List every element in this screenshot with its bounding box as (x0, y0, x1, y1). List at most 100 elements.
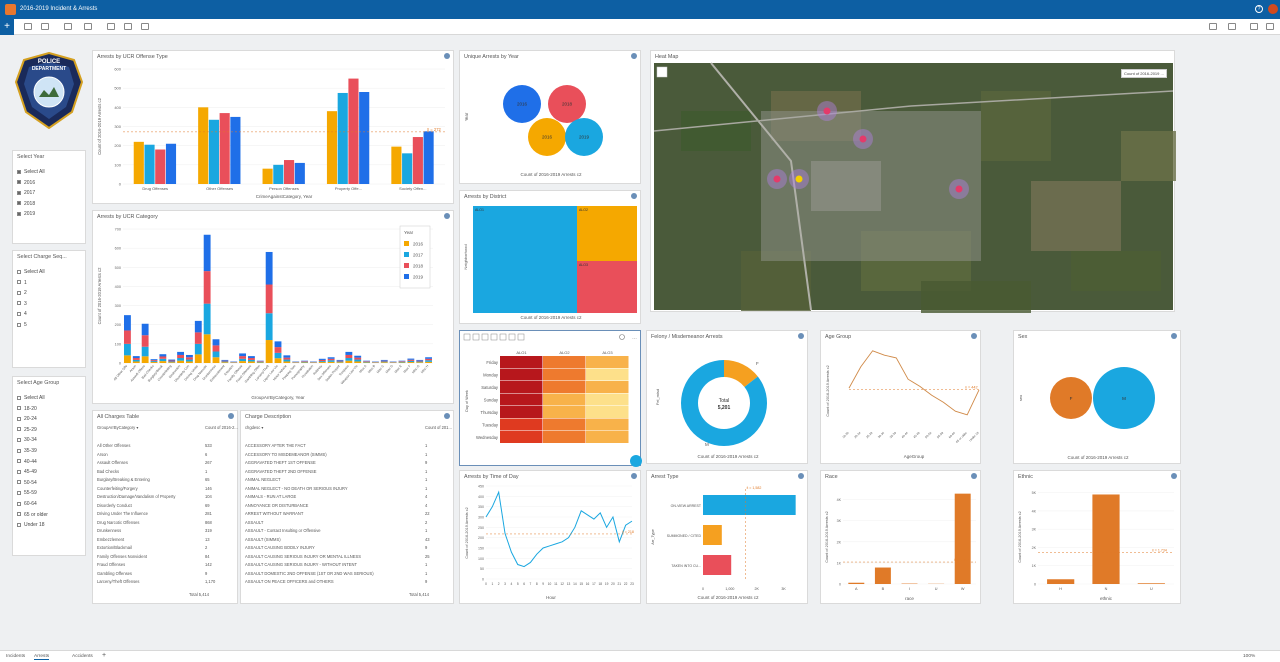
column-header[interactable]: GroupArrByCategory ▾ (97, 425, 139, 430)
checkbox-icon[interactable] (17, 395, 21, 400)
checkbox-icon[interactable] (17, 501, 21, 506)
tab-arrests[interactable]: Arrests (34, 654, 50, 660)
save-icon[interactable] (84, 23, 92, 30)
checkbox-icon[interactable] (17, 190, 21, 195)
grid-icon[interactable] (1228, 23, 1236, 30)
checkbox-icon[interactable] (17, 201, 21, 206)
filter-item[interactable]: 2019 (17, 211, 35, 217)
settings-icon[interactable] (1171, 333, 1177, 339)
share-icon[interactable] (1250, 23, 1258, 30)
settings-icon[interactable] (798, 473, 804, 479)
add-data-icon[interactable] (41, 23, 49, 30)
table-row[interactable]: Counterfeiting/Forgery 146 (97, 486, 212, 491)
table-row[interactable]: ARREST WITHOUT WARRANT 22 (245, 511, 430, 516)
checkbox-icon[interactable] (17, 491, 21, 496)
settings-icon[interactable] (444, 53, 450, 59)
filter-item[interactable]: 2017 (17, 190, 35, 196)
table-row[interactable]: ANNOYANCE OR DISTURBANCE 4 (245, 503, 427, 508)
table-row[interactable]: ACCESSORY TO MISDEMEANOR (SIMMS) 1 (245, 452, 427, 457)
checkbox-icon[interactable] (17, 301, 21, 306)
table-row[interactable]: ANIMAL NEGLECT 1 (245, 477, 427, 482)
settings-icon[interactable] (798, 333, 804, 339)
tab-accidents[interactable]: Accidents (72, 654, 93, 659)
table-row[interactable]: ANIMAL NEGLECT - NO DEATH OR SERIOUS INJ… (245, 486, 427, 491)
help-icon[interactable]: ? (1255, 5, 1263, 13)
filter-item[interactable]: 65 or older (17, 512, 48, 518)
table-row[interactable]: Assault Offenses 267 (97, 460, 212, 465)
checkbox-icon[interactable] (17, 469, 21, 474)
column-header[interactable]: Count of 201... (425, 425, 452, 430)
table-row[interactable]: AGGRAVATED THEFT 1ST OFFENSE 9 (245, 460, 427, 465)
table-row[interactable]: ASSAULT CAUSING SERIOUS INJURY - WITHOUT… (245, 562, 427, 567)
filter-item[interactable]: 35-39 (17, 448, 37, 454)
settings-icon[interactable] (228, 413, 234, 419)
table-header[interactable]: chgdesc ▾ Count of 201... (245, 425, 452, 430)
checkbox-icon[interactable] (17, 438, 21, 443)
table-row[interactable]: Disorderly Conduct 69 (97, 503, 210, 508)
settings-icon[interactable] (1171, 473, 1177, 479)
filter-item[interactable]: 3 (17, 301, 27, 307)
checkbox-icon[interactable] (17, 269, 21, 274)
checkbox-icon[interactable] (17, 322, 21, 327)
filter-item[interactable]: 50-54 (17, 480, 37, 486)
preview-icon[interactable] (1266, 23, 1274, 30)
checkbox-icon[interactable] (17, 312, 21, 317)
settings-icon[interactable] (444, 413, 450, 419)
map-legend[interactable]: Count of 2016-2019 ... (1121, 69, 1167, 78)
filter-item[interactable]: 25-29 (17, 427, 37, 433)
table-row[interactable]: Bad Checks 1 (97, 469, 207, 474)
view-icon[interactable] (1209, 23, 1217, 30)
settings-icon[interactable] (971, 333, 977, 339)
table-row[interactable]: Burglary/Breaking & Entering 65 (97, 477, 210, 482)
tab-incidents[interactable]: Incidents (6, 654, 26, 659)
filter-item[interactable]: 2018 (17, 201, 35, 207)
filter-item[interactable]: 2016 (17, 180, 35, 186)
checkbox-icon[interactable] (17, 406, 21, 411)
filter-item[interactable]: 1 (17, 280, 27, 286)
table-row[interactable]: Destruction/Damage/Vandalism of Property… (97, 494, 212, 499)
table-row[interactable]: Family Offenses Nonviolent 84 (97, 554, 210, 559)
table-row[interactable]: Arson 6 (97, 452, 207, 457)
filter-item[interactable]: Select All (17, 169, 45, 175)
column-header[interactable]: chgdesc ▾ (245, 425, 264, 430)
table-header[interactable]: GroupArrByCategory ▾ Count of 2016-2... (97, 425, 238, 430)
filter-item[interactable]: 40-44 (17, 459, 37, 465)
filter-item[interactable]: 2 (17, 290, 27, 296)
table-row[interactable]: ASSAULT CAUSING BODILY INJURY 9 (245, 545, 427, 550)
filter-item[interactable]: 45-49 (17, 469, 37, 475)
add-tab-button[interactable]: + (102, 652, 107, 659)
filter-item[interactable]: 60-64 (17, 501, 37, 507)
checkbox-icon[interactable] (17, 290, 21, 295)
table-row[interactable]: Gambling Offenses 9 (97, 571, 207, 576)
settings-icon[interactable] (971, 473, 977, 479)
table-row[interactable]: ASSAULT CAUSING SERIOUS INJURY OR MENTAL… (245, 554, 430, 559)
checkbox-icon[interactable] (17, 180, 21, 185)
table-row[interactable]: ASSAULT 2 (245, 520, 427, 525)
checkbox-icon[interactable] (17, 480, 21, 485)
table-row[interactable]: ASSAULT DOMESTIC 2ND OFFENSE (1ST OR 2ND… (245, 571, 427, 576)
table-row[interactable]: ANIMALS - RUN AT LARGE 4 (245, 494, 427, 499)
table-row[interactable]: Driving Under The Influence 281 (97, 511, 212, 516)
redo-icon[interactable] (124, 23, 132, 30)
filter-item[interactable]: 4 (17, 311, 27, 317)
settings-icon[interactable] (631, 193, 637, 199)
checkbox-icon[interactable] (17, 512, 21, 517)
checkbox-icon[interactable] (17, 459, 21, 464)
checkbox-icon[interactable] (17, 169, 21, 174)
table-row[interactable]: ASSAULT - Contact Insulting or Offensive… (245, 528, 427, 533)
table-row[interactable]: ASSAULT ON PEACE OFFICERS and OTHERS 9 (245, 579, 427, 584)
filter-item[interactable]: Under 18 (17, 522, 45, 528)
add-icon[interactable]: + (0, 19, 14, 35)
table-row[interactable]: Larceny/Theft Offenses 1,170 (97, 579, 215, 584)
checkbox-icon[interactable] (17, 416, 21, 421)
filter-item[interactable]: 20-24 (17, 416, 37, 422)
filter-item[interactable]: Select All (17, 269, 45, 275)
layout-icon[interactable] (24, 23, 32, 30)
checkbox-icon[interactable] (17, 212, 21, 217)
table-row[interactable]: ASSAULT (SIMMS) 43 (245, 537, 430, 542)
properties-icon[interactable] (141, 23, 149, 30)
filter-item[interactable]: 55-59 (17, 490, 37, 496)
table-icon[interactable] (64, 23, 72, 30)
settings-icon[interactable] (631, 473, 637, 479)
filter-item[interactable]: 30-34 (17, 437, 37, 443)
